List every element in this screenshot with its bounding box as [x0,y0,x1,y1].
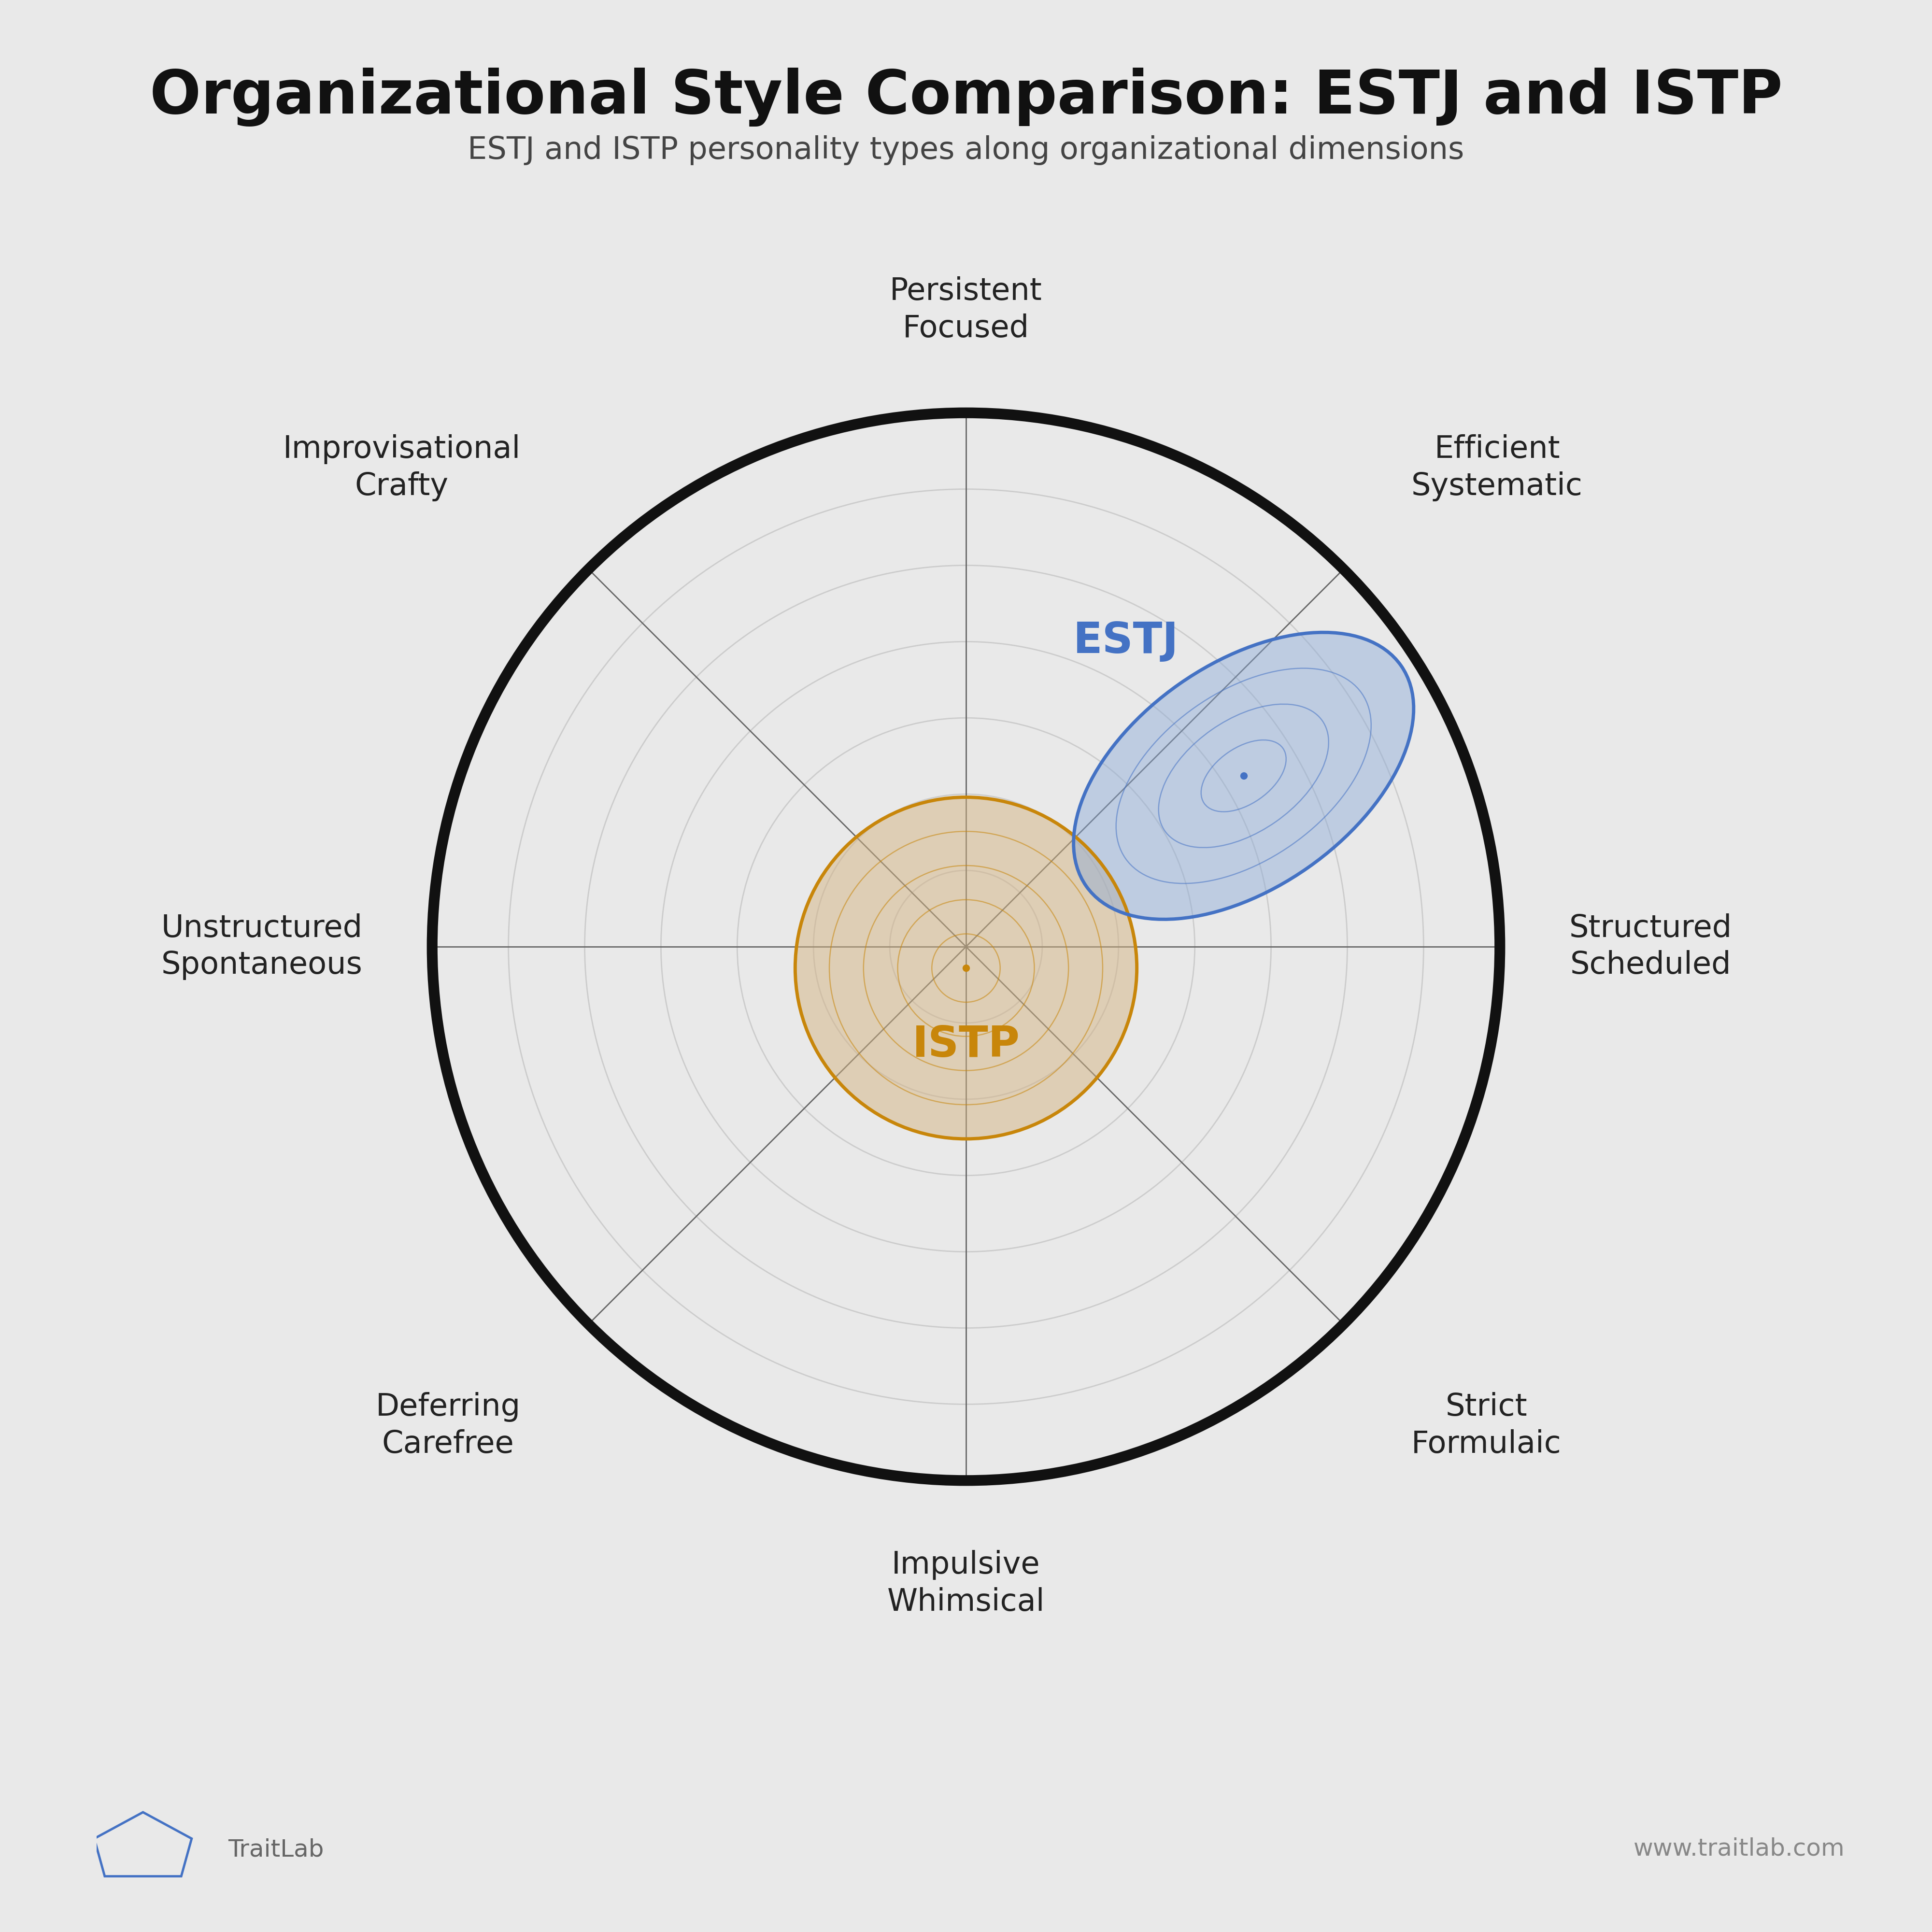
Circle shape [796,798,1136,1138]
Text: Persistent
Focused: Persistent Focused [891,276,1041,344]
Text: Structured
Scheduled: Structured Scheduled [1569,914,1733,980]
Text: Organizational Style Comparison: ESTJ and ISTP: Organizational Style Comparison: ESTJ an… [149,68,1783,128]
Text: www.traitlab.com: www.traitlab.com [1634,1837,1845,1861]
Text: Improvisational
Crafty: Improvisational Crafty [282,435,520,500]
Text: Strict
Formulaic: Strict Formulaic [1412,1393,1561,1459]
Ellipse shape [1074,632,1414,920]
Text: Unstructured
Spontaneous: Unstructured Spontaneous [160,914,363,980]
Text: ESTJ and ISTP personality types along organizational dimensions: ESTJ and ISTP personality types along or… [468,135,1464,166]
Text: Impulsive
Whimsical: Impulsive Whimsical [887,1549,1045,1617]
Text: ISTP: ISTP [912,1024,1020,1066]
Text: TraitLab: TraitLab [228,1839,325,1862]
Text: Efficient
Systematic: Efficient Systematic [1412,435,1582,500]
Text: Deferring
Carefree: Deferring Carefree [375,1393,520,1459]
Text: ESTJ: ESTJ [1074,620,1179,663]
